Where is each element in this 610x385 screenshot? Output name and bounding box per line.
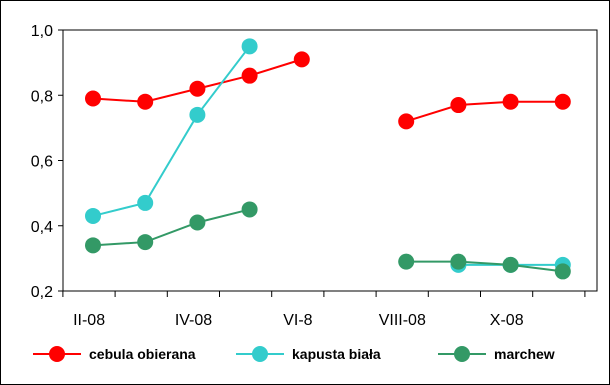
y-tick-label: 0,4 <box>31 219 53 236</box>
data-point <box>502 93 519 110</box>
legend-label: cebula obierana <box>89 346 196 362</box>
data-point <box>241 201 258 218</box>
legend-marker <box>454 346 470 362</box>
series-1 <box>85 51 571 130</box>
series-3 <box>85 201 571 280</box>
legend-label: marchew <box>494 346 555 362</box>
data-point <box>241 67 258 84</box>
data-point <box>241 38 258 55</box>
y-axis: 0,2 0,4 0,6 0,8 1,0 <box>31 23 63 301</box>
data-point <box>450 253 467 270</box>
data-point <box>85 237 101 254</box>
legend-item: kapusta biała <box>236 346 381 362</box>
y-tick-label: 0,2 <box>31 284 53 301</box>
data-point <box>293 51 310 68</box>
data-point <box>137 194 154 211</box>
x-axis: II-08 IV-08 VI-8 VIII-08 X-08 <box>62 291 586 329</box>
x-tick-label: VI-8 <box>283 312 312 329</box>
series-line <box>92 208 250 247</box>
series-line <box>405 100 563 123</box>
plot-border <box>62 29 598 292</box>
y-tick-label: 1,0 <box>31 23 53 40</box>
y-tick-label: 0,6 <box>31 154 53 171</box>
data-point <box>85 90 101 107</box>
data-point <box>137 234 154 251</box>
series-line <box>406 260 563 273</box>
data-point <box>398 113 415 130</box>
legend-label: kapusta biała <box>292 346 381 362</box>
data-point <box>502 256 519 273</box>
y-tick-label: 0,8 <box>31 88 53 105</box>
x-tick-label: X-08 <box>490 312 524 329</box>
x-tick-label: VIII-08 <box>379 312 426 329</box>
x-tick-label: IV-08 <box>175 312 212 329</box>
data-point <box>85 207 101 224</box>
legend-item: marchew <box>438 346 555 362</box>
legend-marker <box>49 346 65 362</box>
data-point <box>137 93 154 110</box>
legend: cebula obierana kapusta biała marchew <box>33 346 555 362</box>
data-point <box>398 253 415 270</box>
plot-area <box>62 29 598 292</box>
data-point <box>189 106 206 123</box>
series-layer <box>85 38 571 280</box>
x-tick-label: II-08 <box>73 312 105 329</box>
legend-marker <box>252 346 268 362</box>
data-point <box>189 214 206 231</box>
data-point <box>554 263 571 280</box>
data-point <box>554 93 571 110</box>
data-point <box>450 97 467 114</box>
legend-item: cebula obierana <box>33 346 196 362</box>
data-point <box>189 80 206 97</box>
series-line <box>92 45 251 217</box>
